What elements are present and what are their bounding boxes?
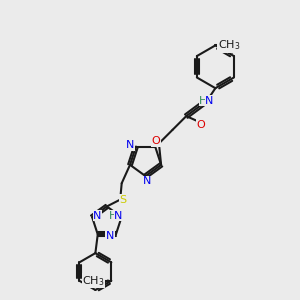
Text: O: O (197, 120, 206, 130)
Text: CH$_3$: CH$_3$ (82, 274, 105, 288)
Text: CH$_3$: CH$_3$ (218, 38, 240, 52)
Text: O: O (152, 136, 160, 146)
Text: N: N (106, 231, 114, 241)
Text: N: N (143, 176, 151, 186)
Text: S: S (120, 195, 127, 205)
Text: N: N (114, 211, 123, 220)
Text: N: N (205, 96, 214, 106)
Text: H: H (199, 96, 208, 106)
Text: N: N (93, 211, 102, 220)
Text: H: H (109, 211, 117, 220)
Text: N: N (126, 140, 134, 150)
